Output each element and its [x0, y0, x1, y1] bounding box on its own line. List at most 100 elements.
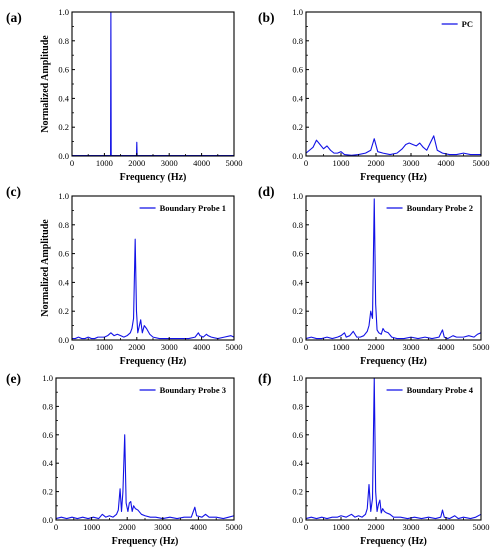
x-tick-label: 3000 [154, 522, 171, 532]
legend-label: Boundary Probe 1 [160, 203, 226, 213]
y-tick-label: 0.0 [58, 335, 69, 345]
panel-label: (e) [6, 371, 21, 386]
y-tick-label: 0.4 [58, 277, 69, 287]
legend-label: Boundary Probe 3 [160, 385, 226, 395]
y-tick-label: 0.4 [42, 458, 53, 468]
y-tick-label: 1.0 [42, 373, 53, 383]
x-tick-label: 1000 [333, 158, 350, 168]
x-axis-label: Frequency (Hz) [360, 536, 427, 547]
x-tick-label: 5000 [473, 522, 490, 532]
plot-frame [71, 11, 235, 157]
x-tick-label: 0 [70, 158, 74, 168]
x-tick-label: 2000 [128, 158, 145, 168]
y-tick-label: 0.0 [42, 515, 53, 525]
y-tick-label: 0.8 [58, 36, 69, 46]
y-tick-label: 0.2 [58, 306, 69, 316]
x-tick-label: 4000 [438, 522, 455, 532]
x-tick-label: 2000 [368, 522, 385, 532]
y-tick-label: 0.8 [42, 401, 53, 411]
y-tick-label: 1.0 [58, 7, 69, 17]
series-line [72, 238, 235, 340]
x-tick-label: 1000 [96, 158, 113, 168]
legend-label: PC [462, 19, 473, 29]
x-tick-label: 1000 [83, 522, 100, 532]
x-tick-label: 4000 [190, 522, 207, 532]
x-tick-label: 0 [70, 342, 74, 352]
plot-frame [55, 377, 235, 521]
x-tick-label: 3000 [403, 342, 420, 352]
y-tick-label: 1.0 [292, 373, 303, 383]
plot-frame [305, 195, 482, 341]
plot-frame [71, 195, 235, 341]
y-axis-label: Normalized Amplitude [40, 219, 51, 317]
plot-frame [305, 11, 482, 157]
y-tick-label: 0.8 [292, 401, 303, 411]
panel-label: (f) [258, 371, 272, 386]
x-tick-label: 4000 [193, 342, 210, 352]
x-tick-label: 3000 [403, 158, 420, 168]
y-tick-label: 0.8 [58, 220, 69, 230]
y-tick-label: 0.2 [292, 122, 303, 132]
chart-panel-b: (b) 0 1000 2000 3000 4000 5000 0.0 0.2 0.4 0.6 0.8 1… [258, 7, 490, 183]
series-line [72, 11, 234, 157]
y-tick-label: 0.6 [292, 249, 303, 259]
legend-label: Boundary Probe 4 [407, 385, 474, 395]
x-tick-label: 2000 [128, 342, 145, 352]
x-tick-label: 4000 [193, 158, 210, 168]
series-line [55, 434, 235, 520]
x-tick-label: 3000 [161, 342, 178, 352]
x-tick-label: 0 [304, 158, 308, 168]
y-axis-label: Normalized Amplitude [40, 35, 51, 133]
chart-panel-c: (c) 0 1000 2000 3000 4000 5000 0.0 0.2 0.4 0.6 0.8 1… [6, 184, 243, 367]
y-tick-label: 0.6 [292, 430, 303, 440]
series-line [305, 377, 482, 520]
y-tick-label: 0.0 [292, 515, 303, 525]
x-tick-label: 1000 [333, 522, 350, 532]
y-tick-label: 0.4 [292, 93, 303, 103]
x-tick-label: 0 [54, 522, 58, 532]
y-tick-label: 0.0 [292, 335, 303, 345]
chart-panel-a: (a) 0 1000 2000 3000 4000 5000 0.0 0.2 0.4 0.6 0.8 1… [6, 7, 243, 183]
panel-label: (c) [6, 184, 21, 199]
y-tick-label: 0.4 [58, 93, 69, 103]
x-tick-label: 1000 [333, 342, 350, 352]
y-tick-label: 0.0 [292, 151, 303, 161]
x-tick-label: 1000 [96, 342, 113, 352]
x-axis-label: Frequency (Hz) [112, 536, 179, 547]
x-tick-label: 5000 [226, 522, 243, 532]
x-tick-label: 5000 [473, 158, 490, 168]
plot-frame [305, 377, 482, 521]
x-tick-label: 5000 [226, 342, 243, 352]
y-tick-label: 0.6 [292, 65, 303, 75]
chart-panel-d: (d) 0 1000 2000 3000 4000 5000 0.0 0.2 0.4 0.6 0.8 1… [258, 184, 490, 367]
x-tick-label: 4000 [438, 158, 455, 168]
x-tick-label: 4000 [438, 342, 455, 352]
chart-panel-f: (f) 0 1000 2000 3000 4000 5000 0.0 0.2 0.4 0.6 0.8 1… [258, 371, 490, 547]
y-tick-label: 0.4 [292, 277, 303, 287]
legend-label: Boundary Probe 2 [407, 203, 473, 213]
x-tick-label: 5000 [473, 342, 490, 352]
x-axis-label: Frequency (Hz) [120, 172, 187, 183]
y-tick-label: 0.8 [292, 220, 303, 230]
chart-panel-e: (e) 0 1000 2000 3000 4000 5000 0.0 0.2 0.4 0.6 0.8 1… [6, 371, 243, 547]
x-tick-label: 5000 [226, 158, 243, 168]
y-tick-label: 0.6 [58, 65, 69, 75]
x-axis-label: Frequency (Hz) [360, 172, 427, 183]
y-tick-label: 0.8 [292, 36, 303, 46]
series-line [305, 135, 481, 156]
x-tick-label: 2000 [368, 158, 385, 168]
y-tick-label: 0.2 [42, 487, 53, 497]
x-tick-label: 3000 [403, 522, 420, 532]
x-axis-label: Frequency (Hz) [120, 356, 187, 367]
y-tick-label: 0.2 [292, 306, 303, 316]
y-tick-label: 0.2 [58, 122, 69, 132]
panel-label: (d) [258, 184, 275, 199]
panel-label: (b) [258, 10, 275, 25]
y-tick-label: 1.0 [58, 191, 69, 201]
x-tick-label: 0 [304, 522, 308, 532]
series-line [305, 198, 482, 340]
y-tick-label: 0.4 [292, 458, 303, 468]
x-tick-label: 0 [304, 342, 308, 352]
panel-label: (a) [6, 10, 22, 25]
